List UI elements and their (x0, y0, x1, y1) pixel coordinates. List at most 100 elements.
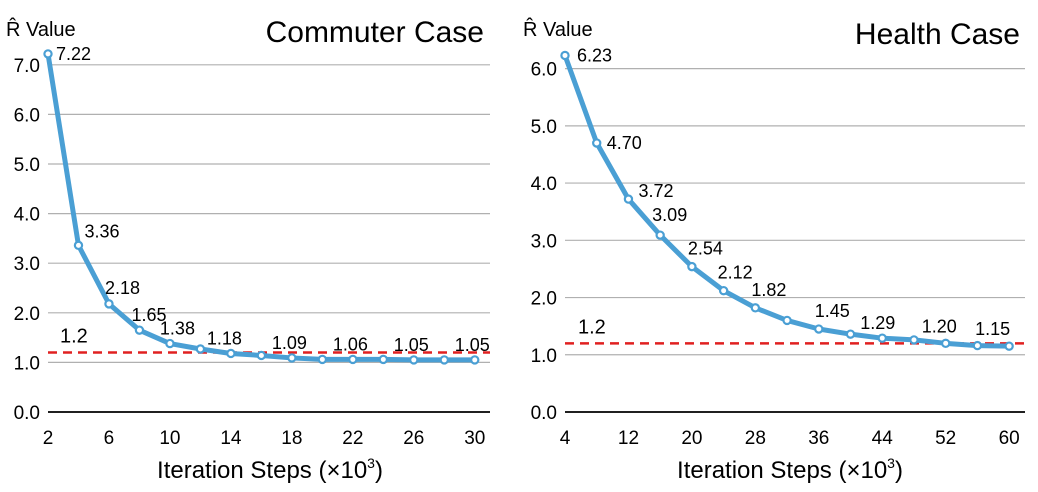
data-point (814, 324, 824, 334)
data-point (317, 354, 328, 365)
data-point (782, 315, 792, 326)
data-label: 1.06 (333, 334, 368, 354)
x-tick-label: 28 (745, 428, 766, 449)
x-tick-label: 2 (43, 428, 54, 449)
y-tick-label: 5.0 (14, 155, 40, 176)
data-point (348, 354, 358, 365)
data-label: 2.18 (105, 278, 140, 298)
data-point (877, 333, 887, 343)
y-axis-label: R̂ Value (6, 18, 76, 41)
x-tick-label: 30 (464, 428, 485, 449)
data-point (378, 354, 389, 365)
data-label: 1.20 (922, 316, 957, 336)
data-label: 1.05 (455, 335, 490, 355)
x-axis-label: Iteration Steps (×103) (677, 455, 903, 484)
data-point (909, 335, 919, 345)
data-point (560, 50, 570, 61)
x-tick-label: 4 (560, 428, 571, 449)
data-point (718, 285, 729, 296)
y-tick-label: 5.0 (531, 117, 557, 138)
y-tick-label: 7.0 (14, 56, 40, 77)
data-point (940, 338, 951, 349)
data-point (655, 230, 665, 240)
chart-title: Commuter Case (266, 16, 484, 49)
data-point (750, 303, 761, 313)
data-point (409, 355, 419, 365)
data-label: 1.82 (751, 280, 786, 300)
x-axis-label: Iteration Steps (×103) (157, 455, 383, 484)
chart-title: Health Case (855, 18, 1020, 51)
data-point (592, 138, 602, 148)
y-tick-label: 2.0 (14, 304, 40, 325)
x-tick-label: 26 (403, 428, 424, 449)
data-point (287, 353, 297, 363)
data-point (43, 49, 53, 59)
data-label: 1.65 (131, 305, 166, 325)
y-tick-label: 3.0 (14, 254, 40, 275)
x-axis-label-sup: 3 (887, 455, 895, 471)
data-label: 1.45 (815, 301, 850, 321)
data-label: 2.12 (718, 263, 753, 283)
data-label: 1.05 (394, 335, 429, 355)
y-tick-label: 2.0 (531, 289, 557, 310)
y-tick-label: 0.0 (14, 403, 40, 424)
data-point (623, 194, 634, 204)
x-axis-label-sup: 3 (367, 455, 375, 471)
commuter-chart: 0.01.02.03.04.05.06.07.02 6 10 14 18 22 26 301.… (6, 16, 490, 484)
data-point (845, 329, 856, 339)
x-tick-label: 60 (999, 428, 1020, 449)
data-point (104, 299, 114, 309)
y-axis-label: R̂ Value (523, 18, 593, 41)
data-point (226, 348, 236, 359)
data-label: 4.70 (607, 133, 642, 153)
series-line (45, 51, 478, 363)
y-tick-label: 6.0 (531, 60, 557, 81)
data-point (439, 355, 449, 365)
reference-line-label: 1.2 (60, 325, 88, 347)
x-tick-label: 22 (342, 428, 363, 449)
data-label: 1.29 (860, 313, 895, 333)
data-point (195, 344, 206, 354)
y-tick-label: 1.0 (14, 353, 40, 374)
x-axis-label-close: ) (895, 457, 903, 484)
data-label: 6.23 (577, 45, 612, 65)
data-label: 3.36 (84, 221, 119, 241)
x-axis-label-main: Iteration Steps (×10 (677, 457, 887, 484)
data-point (134, 325, 145, 335)
x-axis-label-close: ) (375, 457, 383, 484)
health-chart: 0.0 1.0 2.0 3.0 4.0 5.0 6.0 4 12 20 28 36 44 52 60 1.2 6… (523, 18, 1025, 484)
y-tick-label: 0.0 (531, 403, 557, 424)
x-tick-label: 14 (220, 428, 242, 449)
data-point (256, 350, 267, 361)
data-label: 1.38 (160, 319, 195, 339)
x-tick-label: 10 (159, 428, 180, 449)
x-tick-label: 20 (681, 428, 702, 449)
data-point (165, 338, 175, 349)
data-point (73, 240, 84, 251)
x-tick-label: 18 (281, 428, 302, 449)
data-label: 1.15 (975, 319, 1010, 339)
x-tick-label: 12 (618, 428, 639, 449)
y-tick-label: 1.0 (531, 346, 557, 367)
y-tick-label: 4.0 (14, 205, 40, 226)
data-point (1004, 341, 1014, 351)
x-tick-label: 44 (872, 428, 894, 449)
x-tick-label: 6 (104, 428, 115, 449)
data-label: 3.72 (638, 181, 673, 201)
data-label: 2.54 (688, 239, 723, 259)
reference-line-label: 1.2 (578, 316, 606, 338)
y-tick-label: 3.0 (531, 231, 557, 252)
x-tick-label: 52 (935, 428, 956, 449)
data-label: 3.09 (652, 205, 687, 225)
data-point (470, 355, 480, 365)
x-tick-label: 36 (808, 428, 829, 449)
x-axis-label-main: Iteration Steps (×10 (157, 457, 367, 484)
data-point (687, 261, 697, 272)
data-label: 1.18 (207, 328, 242, 348)
data-point (972, 340, 983, 351)
data-label: 1.09 (272, 333, 307, 353)
y-tick-label: 4.0 (531, 174, 557, 195)
data-label: 7.22 (56, 44, 91, 64)
y-tick-label: 6.0 (14, 105, 40, 126)
